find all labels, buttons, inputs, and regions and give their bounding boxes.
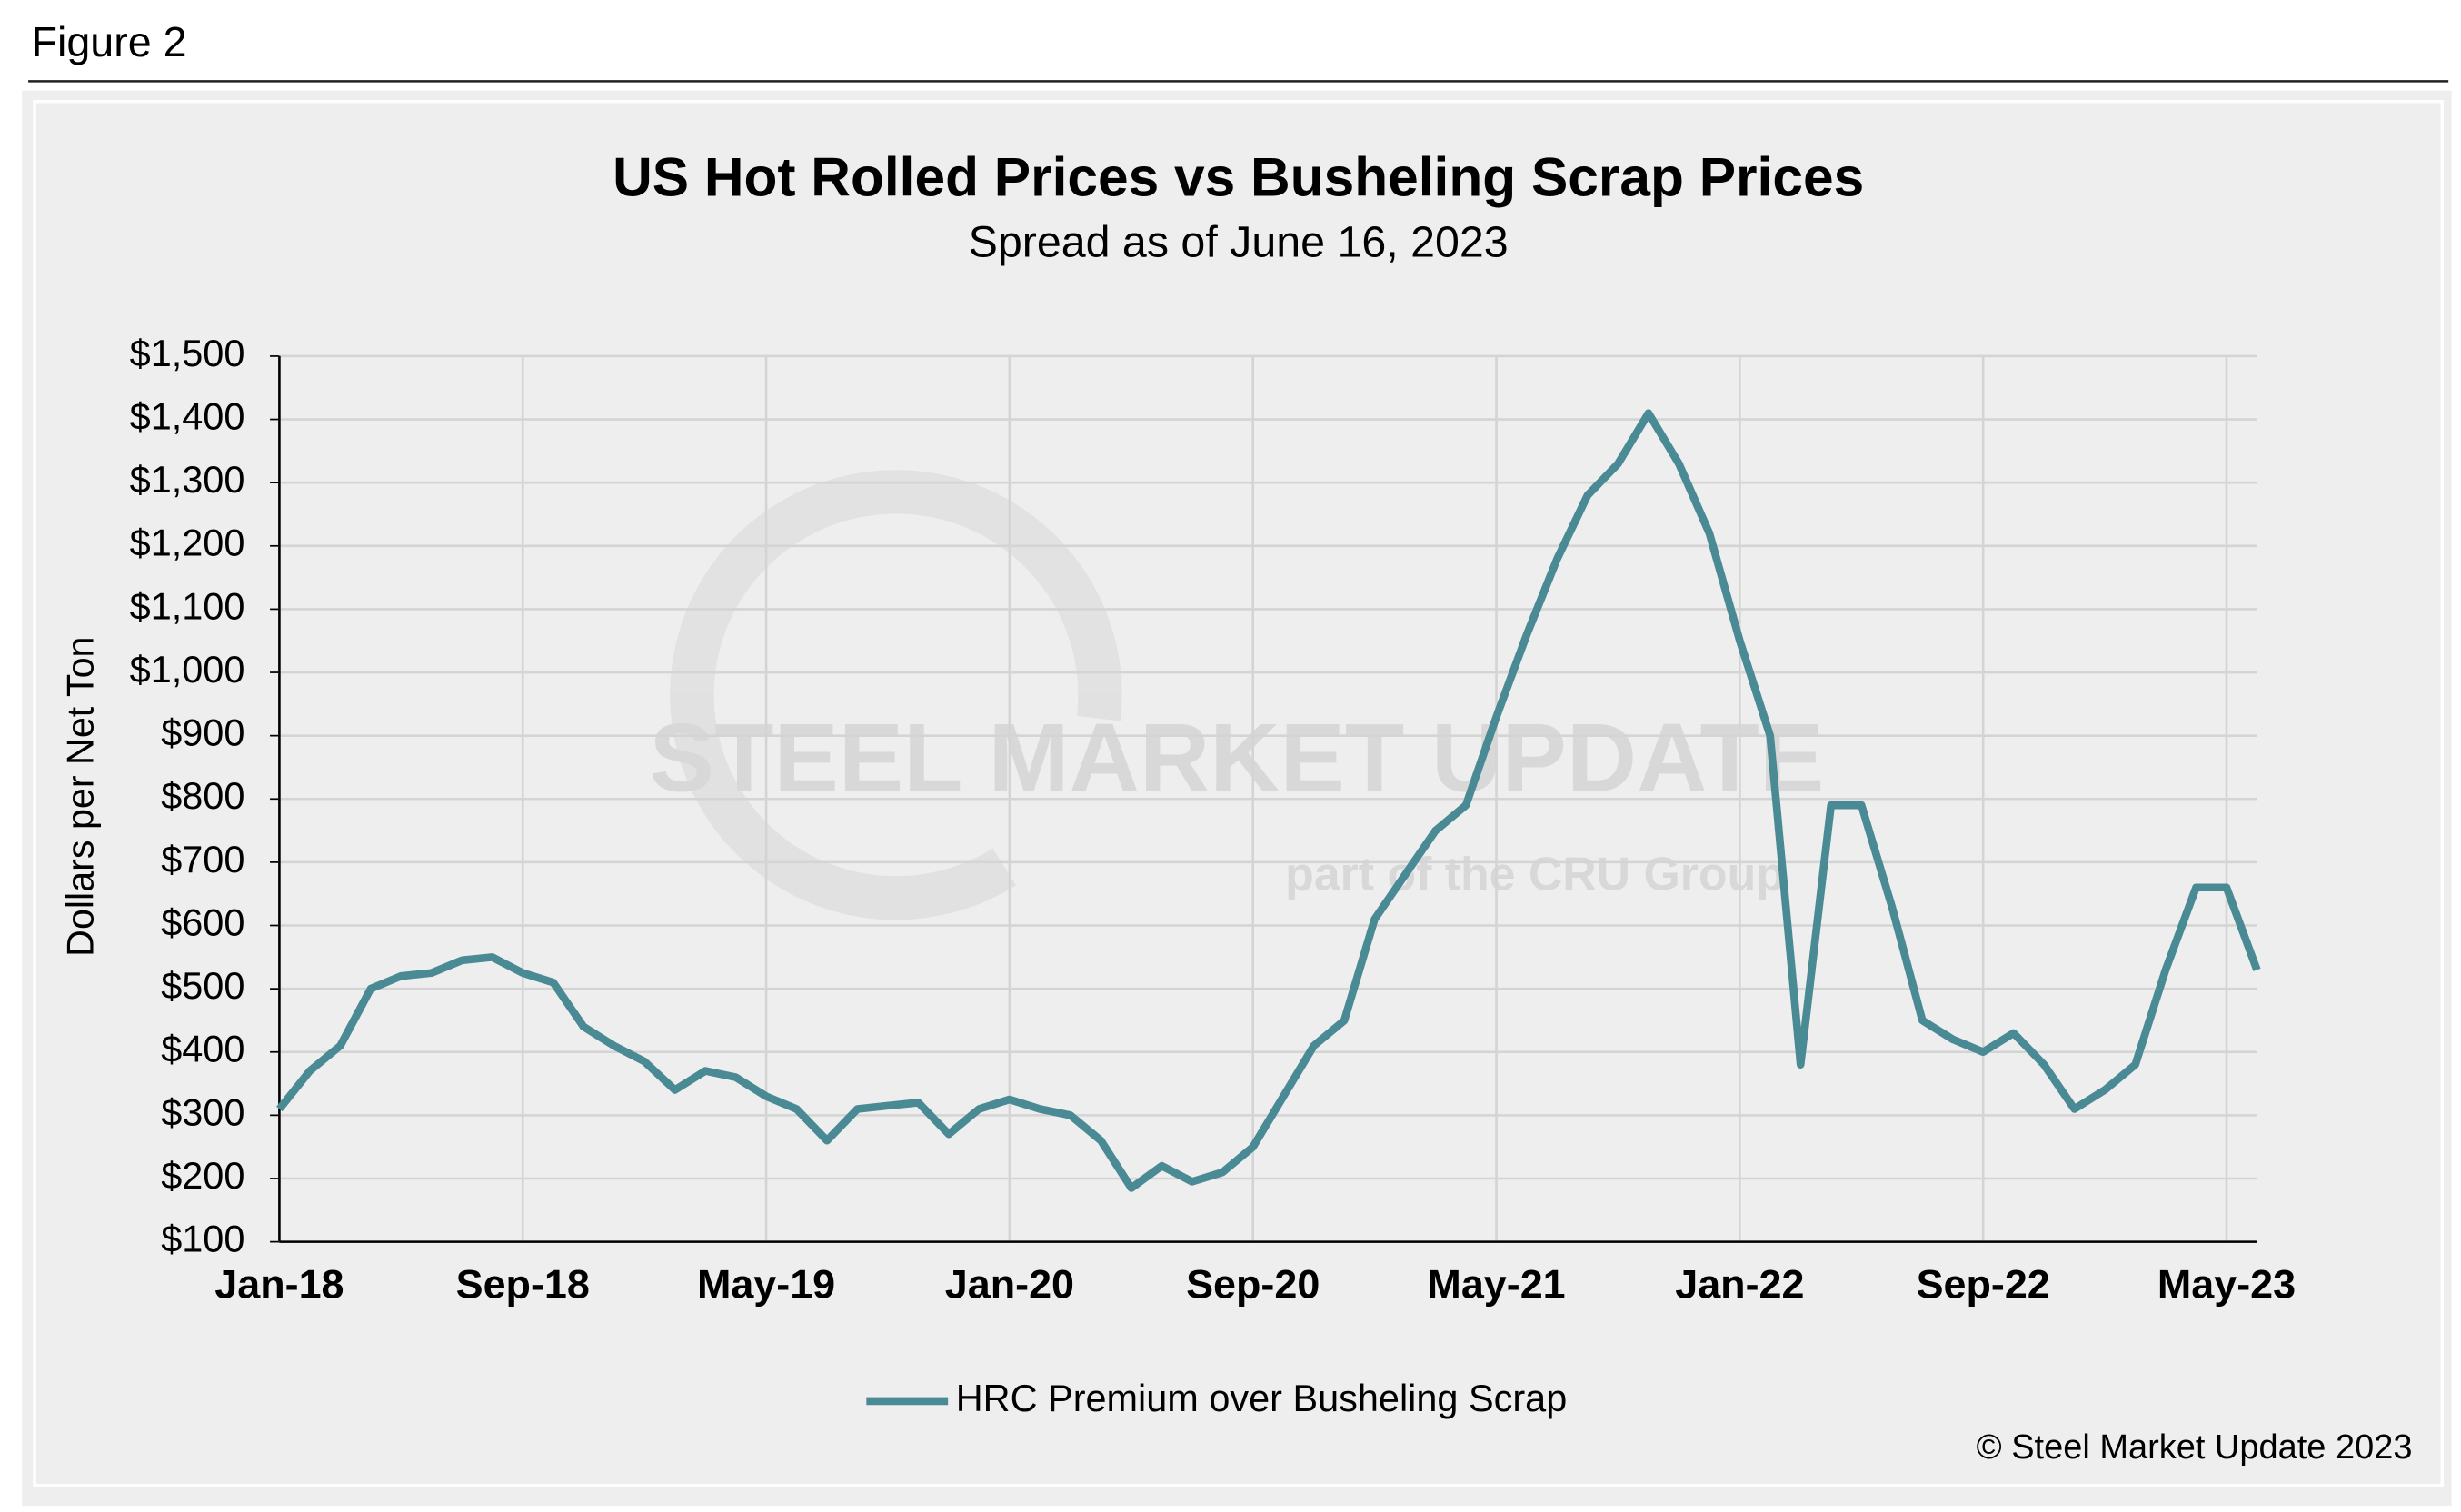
- x-tick-label: May-19: [697, 1261, 835, 1307]
- watermark-arc: [670, 470, 1122, 920]
- watermark: STEEL MARKET UPDATE part of the CRU Grou…: [650, 470, 1825, 920]
- x-tick-label: May-23: [2157, 1261, 2296, 1307]
- y-tick-label: $900: [161, 712, 244, 754]
- source: © Steel Market Update 2023: [1977, 1428, 2413, 1467]
- series-line: [276, 409, 2261, 1192]
- x-tick-label: Jan-20: [945, 1261, 1074, 1307]
- x-tick-label: Sep-18: [456, 1261, 590, 1307]
- chart-subtitle: Spread as of June 16, 2023: [969, 218, 1509, 267]
- y-tick-label: $1,100: [130, 585, 245, 627]
- x-tick-label: May-21: [1427, 1261, 1565, 1307]
- y-axis-label: Dollars per Net Ton: [59, 637, 101, 957]
- y-tick-label: $800: [161, 775, 244, 817]
- y-tick-label: $500: [161, 965, 244, 1007]
- watermark-text: part of the CRU Group: [1285, 848, 1785, 900]
- y-tick-label: $1,300: [130, 459, 245, 501]
- chart-title: US Hot Rolled Prices vs Busheling Scrap …: [613, 145, 1864, 207]
- x-tick-label: Jan-18: [214, 1261, 344, 1307]
- y-tick-label: $300: [161, 1091, 244, 1133]
- y-tick-label: $100: [161, 1219, 244, 1260]
- y-tick-label: $200: [161, 1155, 244, 1197]
- y-tick-label: $1,500: [130, 333, 245, 374]
- legend-label: HRC Premium over Busheling Scrap: [956, 1378, 1567, 1419]
- y-tick-label: $1,000: [130, 649, 245, 691]
- x-tick-label: Sep-20: [1186, 1261, 1320, 1307]
- y-tick-label: $700: [161, 839, 244, 880]
- y-tick-label: $1,200: [130, 522, 245, 564]
- y-tick-label: $400: [161, 1029, 244, 1070]
- watermark-text: STEEL MARKET UPDATE: [650, 703, 1825, 812]
- y-tick-label: $600: [161, 901, 244, 943]
- x-tick-label: Jan-22: [1675, 1261, 1804, 1307]
- panel-border: [33, 100, 2445, 1487]
- y-tick-label: $1,400: [130, 396, 245, 438]
- x-tick-label: Sep-22: [1917, 1261, 2050, 1307]
- figure-label: Figure 2: [32, 18, 187, 65]
